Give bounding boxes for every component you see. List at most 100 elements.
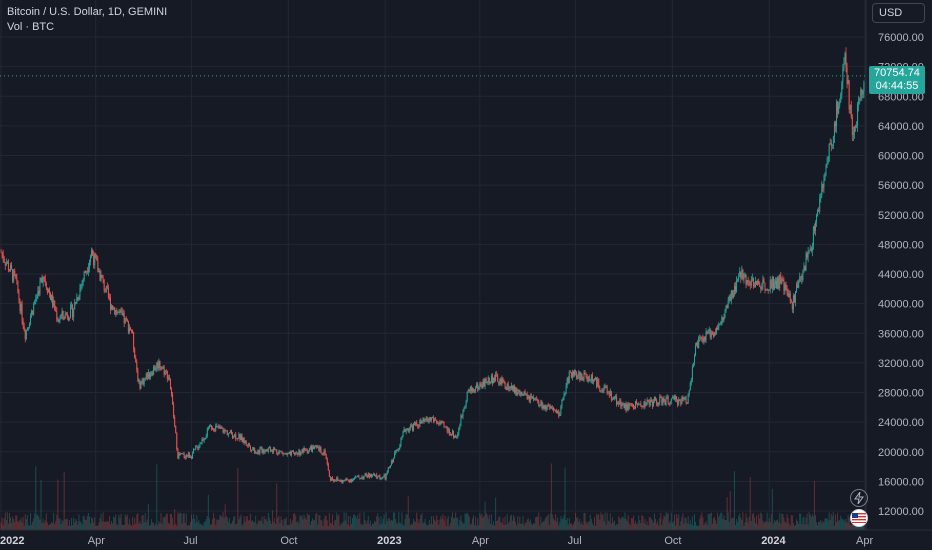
candle-body [302,449,304,453]
candle-body [70,306,72,318]
volume-bar [681,516,683,530]
candle-body [809,248,811,251]
volume-bar [55,521,57,530]
currency-selector[interactable]: USD [872,3,925,23]
price-tick-label: 36000.00 [878,328,924,340]
volume-bar [800,513,802,530]
candle-body [629,403,631,405]
volume-bar [639,520,641,530]
candle-body [598,379,600,388]
volume-bar [177,512,179,530]
candle-body [60,315,62,319]
candle-body [175,425,177,434]
candle-body [363,475,365,479]
candle-body [451,430,453,435]
volume-bar [444,516,446,530]
volume-bar [36,514,38,530]
volume-bar [430,516,432,530]
candle-body [466,391,468,401]
candle-body [34,301,36,305]
candle-body [166,370,168,380]
volume-bar [399,522,401,530]
candle-body [263,449,265,453]
candle-body [222,427,224,433]
candle-body [756,280,758,285]
candle-body [362,476,364,479]
volume-bar [68,519,70,530]
candle-body [435,419,437,421]
volume-bar [850,524,852,530]
us-flag-icon[interactable] [850,509,868,527]
candle-body [8,270,10,272]
candle-body [738,276,740,280]
candle-body [338,479,340,481]
volume-bar [119,517,121,530]
candle-body [153,366,155,375]
volume-bar [666,513,668,530]
volume-bar [22,516,24,530]
volume-bar [624,512,626,530]
volume-bar [390,519,392,530]
candle-body [262,449,264,453]
candle-body [857,104,859,126]
candle-body [73,309,75,318]
candle-body [250,449,252,451]
price-tick-label: 60000.00 [878,151,924,163]
candle-body [404,428,406,432]
volume-bar [288,525,290,530]
candle-body [269,447,271,452]
candle-body [344,479,346,481]
volume-bar [168,524,170,530]
volume-legend[interactable]: Vol · BTC [7,21,55,33]
price-axis[interactable]: 76000.0072000.0068000.0064000.0060000.00… [878,32,924,518]
candle-body [160,367,162,370]
volume-bar [307,515,309,530]
volume-bar [511,520,513,530]
volume-bar [180,512,182,530]
volume-bar [24,514,26,530]
candle-body [139,380,141,389]
candle-body [84,271,86,274]
candle-body [358,475,360,478]
volume-bar [785,522,787,530]
volume-bar [172,517,174,530]
volume-bar [132,516,134,530]
candle-body [776,280,778,289]
volume-bar [498,516,500,530]
candle-body [478,387,480,390]
candle-body [666,396,668,398]
volume-bar [152,522,154,530]
volume-bar [699,518,701,530]
candle-body [270,450,272,452]
lightning-icon[interactable] [850,489,868,507]
candle-body [858,99,860,105]
volume-bar [124,514,126,530]
volume-bar [31,524,33,530]
volume-bar [102,512,104,530]
symbol-title[interactable]: Bitcoin / U.S. Dollar, 1D, GEMINI [7,6,168,18]
time-axis[interactable]: 2022 Apr Jul Oct 2023 Apr Jul Oct 2024 Apr [0,535,873,547]
candle-body [557,410,559,414]
candle-body [339,480,341,482]
volume-bar [176,525,178,530]
volume-bar [156,464,158,530]
candle-body [831,145,833,146]
candle-body [131,330,133,331]
volume-bar [355,516,357,530]
candle-body [95,253,97,259]
volume-bar [441,518,443,530]
candle-body [862,91,864,95]
candle-body [850,104,852,118]
volume-bar [667,512,669,530]
candle-body [396,449,398,452]
candle-body [461,416,463,418]
volume-bar [339,525,341,530]
volume-bar [649,517,651,530]
candle-body [211,425,213,429]
volume-bar [763,523,765,530]
candle-body [566,378,568,386]
volume-bar [406,514,408,530]
volume-bar [758,514,760,530]
volume-bar [214,517,216,530]
